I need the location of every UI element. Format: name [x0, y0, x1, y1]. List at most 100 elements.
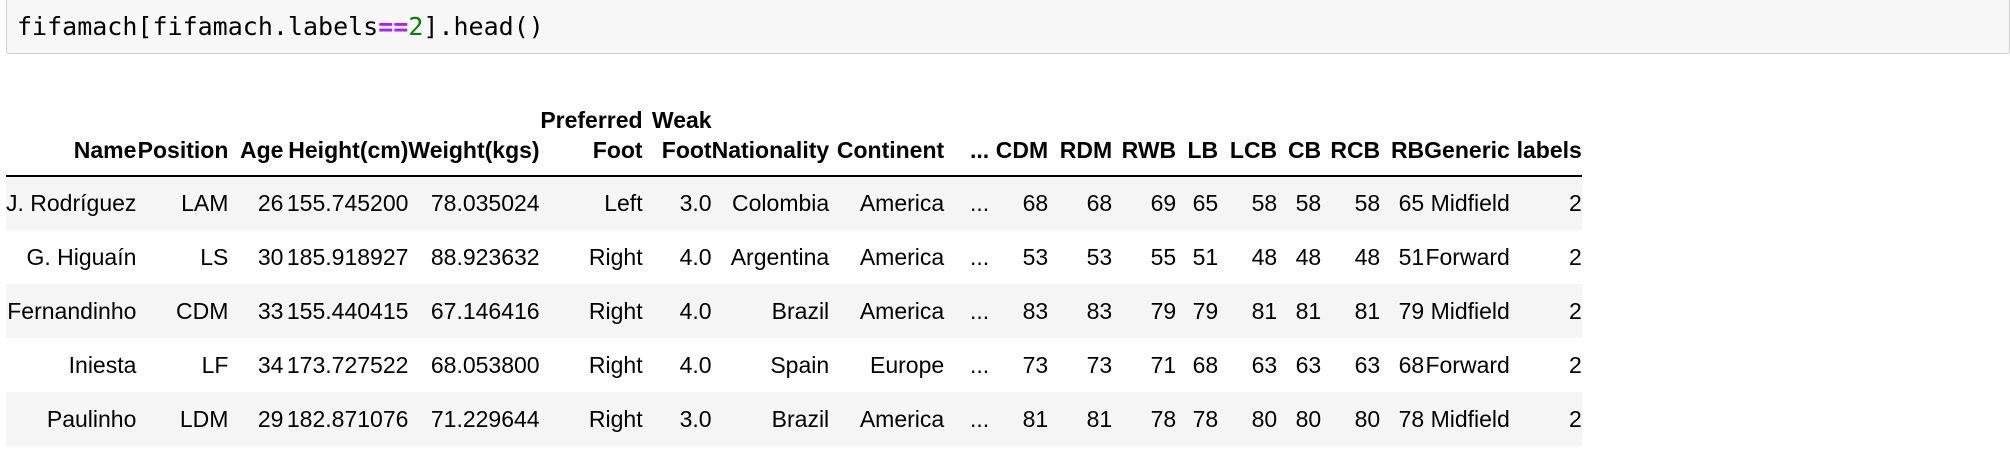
table-cell: 71.229644 [430, 405, 540, 432]
table-cell: 79 [1150, 297, 1177, 324]
table-cell: America [859, 297, 945, 324]
code-input[interactable]: fifamach[fifamach.labels==2].head() [17, 12, 544, 42]
table-cell: Brazil [771, 405, 830, 432]
table-cell: 58 [1354, 190, 1381, 216]
table-cell: 73 [1086, 351, 1113, 378]
table-cell: Argentina [730, 243, 830, 270]
table-cell: 68 [1398, 351, 1425, 378]
table-row: Fernandinho CDM 33 155.440415 67.146416 Right… [6, 284, 1582, 338]
table-cell: ... [970, 351, 990, 378]
table-cell: LAM [181, 190, 229, 216]
dataframe-output: Name Position Age Height(cm) Weight(kgs) Pref… [6, 104, 1582, 446]
table-cell: Midfield [1430, 190, 1510, 216]
table-cell: 2 [1569, 190, 1582, 216]
column-header: Weak Foot [651, 107, 712, 163]
table-cell: ... [970, 297, 990, 324]
table-cell: 53 [1022, 243, 1049, 270]
table-cell: CDM [176, 297, 229, 324]
table-cell: 80 [1251, 405, 1278, 432]
table-cell: 65 [1398, 190, 1425, 216]
table-cell: 33 [257, 297, 284, 324]
column-header: RCB [1330, 137, 1381, 163]
table-row: Paulinho LDM 29 182.871076 71.229644 Right 3.0… [6, 392, 1582, 446]
table-cell: 185.918927 [286, 243, 409, 270]
table-cell: 4.0 [679, 297, 712, 324]
table-cell: 78 [1398, 405, 1425, 432]
table-cell: 80 [1295, 405, 1322, 432]
table-cell: 71 [1150, 351, 1177, 378]
table-cell: 79 [1192, 297, 1219, 324]
table-cell: 81 [1086, 405, 1113, 432]
table-cell: 3.0 [679, 405, 712, 432]
code-number: 2 [408, 12, 424, 41]
column-header: Height(cm) [288, 137, 409, 163]
table-cell: 2 [1569, 351, 1582, 378]
code-cell[interactable]: fifamach[fifamach.labels==2].head() [6, 0, 2010, 54]
table-cell: 34 [257, 351, 284, 378]
table-cell: 78.035024 [430, 190, 540, 216]
table-body: J. Rodríguez LAM 26 155.745200 78.035024 Left… [6, 176, 1582, 446]
column-header: Generic [1424, 137, 1510, 163]
column-header: RWB [1121, 137, 1177, 163]
table-header-row: Name Position Age Height(cm) Weight(kgs) Pref… [6, 104, 1582, 176]
table-cell: ... [970, 405, 990, 432]
table-cell: 53 [1086, 243, 1113, 270]
table-cell: 88.923632 [430, 243, 540, 270]
table-cell: America [859, 405, 945, 432]
column-header: Nationality [711, 137, 830, 163]
column-header: Name [73, 137, 137, 163]
table-cell: 29 [257, 405, 284, 432]
column-header: Position [137, 137, 229, 163]
table-cell: 68 [1022, 190, 1049, 216]
table-cell: 68 [1086, 190, 1113, 216]
table-cell: 4.0 [679, 351, 712, 378]
table-cell: Paulinho [46, 405, 137, 432]
table-cell: 55 [1150, 243, 1177, 270]
table-cell: Brazil [771, 297, 830, 324]
table-cell: 78 [1150, 405, 1177, 432]
table-cell: 81 [1022, 405, 1049, 432]
table-cell: 48 [1295, 243, 1322, 270]
table-cell: Right [588, 405, 643, 432]
table-cell: ... [970, 190, 990, 216]
table-cell: 78 [1192, 405, 1219, 432]
column-header: CB [1287, 137, 1322, 163]
table-cell: 81 [1251, 297, 1278, 324]
code-prefix: fifamach[fifamach.labels [17, 12, 379, 41]
table-cell: Left [604, 190, 643, 216]
column-header: Continent [836, 137, 945, 163]
table-cell: 2 [1569, 243, 1582, 270]
table-cell: 81 [1295, 297, 1322, 324]
table-cell: 68.053800 [430, 351, 540, 378]
table-cell: 83 [1022, 297, 1049, 324]
table-cell: 26 [257, 190, 284, 216]
table-cell: Midfield [1430, 297, 1510, 324]
column-header: RDM [1059, 137, 1113, 163]
code-suffix: ].head() [423, 12, 544, 41]
table-cell: Colombia [732, 190, 830, 216]
table-cell: LS [200, 243, 229, 270]
table-cell: 4.0 [679, 243, 712, 270]
table-cell: 83 [1086, 297, 1113, 324]
table-cell: 182.871076 [286, 405, 409, 432]
table-cell: 65 [1192, 190, 1219, 216]
table-cell: LF [201, 351, 229, 378]
column-header: Weight(kgs) [408, 137, 540, 163]
table-cell: 51 [1398, 243, 1425, 270]
table-cell: 81 [1354, 297, 1381, 324]
table-cell: Right [588, 351, 643, 378]
table-cell: 73 [1022, 351, 1049, 378]
table-cell: J. Rodríguez [6, 190, 137, 216]
table-cell: 79 [1398, 297, 1425, 324]
column-header: LB [1187, 137, 1219, 163]
table-cell: 58 [1295, 190, 1322, 216]
table-cell: 48 [1251, 243, 1278, 270]
table-cell: 63 [1354, 351, 1381, 378]
table-cell: 30 [257, 243, 284, 270]
table-cell: 58 [1251, 190, 1278, 216]
table-cell: America [859, 190, 945, 216]
table-cell: 63 [1295, 351, 1322, 378]
table-cell: 3.0 [679, 190, 712, 216]
table-cell: Right [588, 297, 643, 324]
column-header: LCB [1229, 137, 1278, 163]
